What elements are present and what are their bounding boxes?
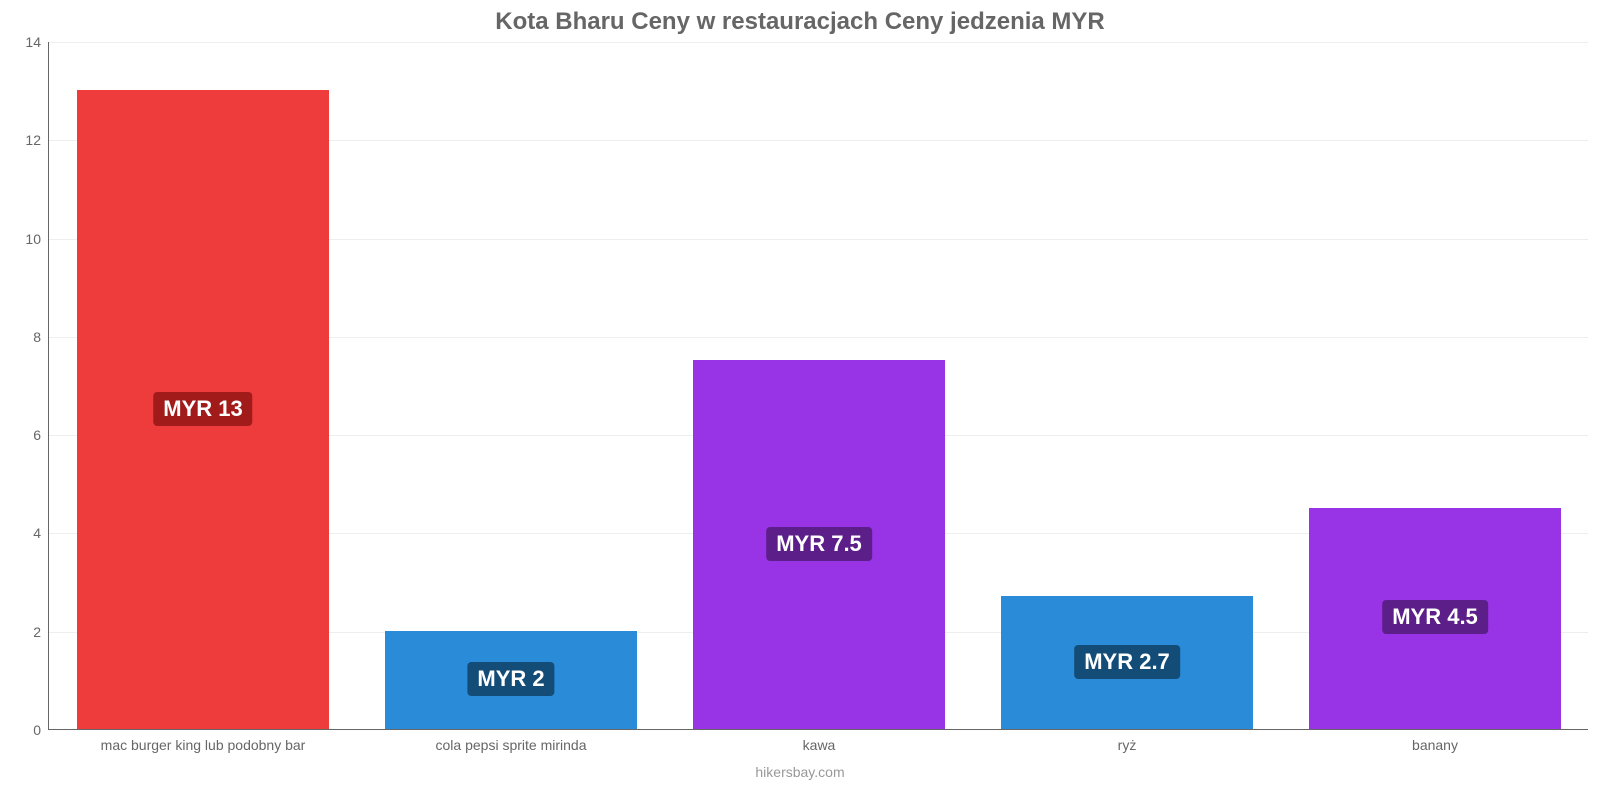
value-badge: MYR 4.5	[1382, 600, 1488, 634]
y-tick-label: 6	[33, 427, 49, 443]
value-badge: MYR 7.5	[766, 527, 872, 561]
footer-credit: hikersbay.com	[0, 764, 1600, 780]
y-tick-label: 8	[33, 329, 49, 345]
y-tick-label: 14	[25, 34, 49, 50]
y-tick-label: 12	[25, 132, 49, 148]
y-tick-label: 2	[33, 624, 49, 640]
x-tick-label: kawa	[803, 729, 836, 753]
chart-title: Kota Bharu Ceny w restauracjach Ceny jed…	[0, 8, 1600, 36]
y-tick-label: 4	[33, 525, 49, 541]
y-tick-label: 0	[33, 722, 49, 738]
x-tick-label: ryż	[1118, 729, 1137, 753]
plot-area: 02468101214MYR 13mac burger king lub pod…	[48, 42, 1588, 730]
value-badge: MYR 2	[467, 662, 554, 696]
chart-container: Kota Bharu Ceny w restauracjach Ceny jed…	[0, 0, 1600, 800]
value-badge: MYR 13	[153, 392, 252, 426]
value-badge: MYR 2.7	[1074, 645, 1180, 679]
x-tick-label: cola pepsi sprite mirinda	[436, 729, 587, 753]
gridline	[49, 42, 1588, 43]
y-tick-label: 10	[25, 231, 49, 247]
x-tick-label: mac burger king lub podobny bar	[101, 729, 306, 753]
x-tick-label: banany	[1412, 729, 1458, 753]
